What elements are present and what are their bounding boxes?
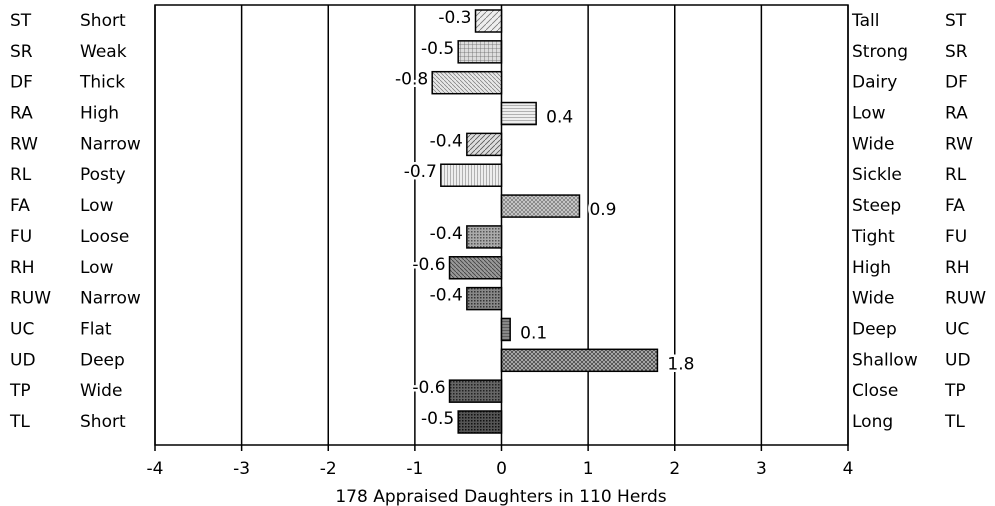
left-label: Thick: [79, 73, 125, 93]
value-label: -0.3: [438, 8, 471, 28]
category-code: ST: [10, 11, 32, 31]
category-code: RW: [945, 134, 973, 154]
x-tick-label: -2: [320, 459, 337, 479]
left-label: Short: [80, 412, 126, 432]
value-label: 0.9: [589, 200, 616, 220]
right-label: High: [852, 258, 891, 278]
left-label: Deep: [80, 350, 125, 370]
category-code: RA: [945, 104, 968, 124]
right-label: Tight: [851, 227, 895, 247]
category-code: ST: [945, 11, 967, 31]
bar: [500, 348, 659, 373]
right-label: Shallow: [852, 350, 918, 370]
left-label: Flat: [80, 319, 112, 339]
category-code: UD: [10, 350, 36, 370]
right-label: Strong: [852, 42, 908, 62]
category-code: RL: [945, 165, 967, 185]
bar: [466, 225, 503, 249]
bar: [500, 194, 581, 218]
right-label: Close: [852, 381, 898, 401]
value-label: -0.5: [421, 39, 454, 59]
x-tick-label: -1: [406, 459, 423, 479]
value-label: -0.5: [421, 409, 454, 429]
right-label: Long: [852, 412, 893, 432]
bar: [457, 40, 503, 64]
x-tick-label: 0: [496, 459, 507, 479]
category-code: DF: [945, 73, 968, 93]
value-label: -0.4: [430, 224, 463, 244]
x-tick-label: 3: [756, 459, 767, 479]
left-label: High: [80, 104, 119, 124]
category-code: RW: [10, 134, 38, 154]
left-label: Low: [80, 258, 114, 278]
left-label: Wide: [80, 381, 122, 401]
bar: [474, 9, 503, 33]
value-label: -0.6: [412, 378, 445, 398]
category-code: UD: [945, 350, 971, 370]
right-label: Low: [852, 104, 886, 124]
bar: [500, 317, 511, 342]
right-label: Tall: [851, 11, 879, 31]
right-label: Steep: [852, 196, 901, 216]
x-tick-label: 2: [669, 459, 680, 479]
category-code: RA: [10, 104, 33, 124]
left-label: Loose: [80, 227, 129, 247]
value-label: -0.6: [412, 255, 445, 275]
value-label: 0.4: [546, 108, 573, 128]
value-label: 0.1: [520, 323, 547, 343]
bar: [431, 70, 503, 95]
category-code: FU: [945, 227, 967, 247]
right-label: Wide: [852, 134, 894, 154]
right-label: Dairy: [852, 73, 897, 93]
bar: [457, 410, 503, 434]
value-label: 1.8: [667, 354, 694, 374]
category-code: RH: [10, 258, 35, 278]
category-code: RH: [945, 258, 970, 278]
category-code: FA: [945, 196, 965, 216]
left-label: Narrow: [80, 134, 141, 154]
category-code: TL: [9, 412, 30, 432]
left-label: Posty: [80, 165, 126, 185]
x-tick-label: 1: [583, 459, 594, 479]
x-axis-label: 178 Appraised Daughters in 110 Herds: [335, 487, 666, 506]
value-label: -0.8: [395, 70, 428, 90]
left-label: Narrow: [80, 289, 141, 309]
category-code: FA: [10, 196, 30, 216]
bar: [500, 101, 537, 126]
bar: [448, 256, 503, 280]
bar: [440, 163, 503, 187]
left-label: Short: [80, 11, 126, 31]
value-label: -0.4: [430, 286, 463, 306]
x-tick-label: -4: [147, 459, 164, 479]
category-code: DF: [10, 73, 33, 93]
category-code: TP: [9, 381, 31, 401]
category-code: SR: [10, 42, 33, 62]
bar: [466, 286, 503, 311]
right-label: Sickle: [852, 165, 902, 185]
category-code: RL: [10, 165, 32, 185]
left-label: Weak: [80, 42, 127, 62]
category-code: RUW: [10, 289, 51, 309]
category-code: UC: [10, 319, 34, 339]
x-tick-label: 4: [843, 459, 854, 479]
value-label: -0.7: [404, 162, 437, 182]
value-label: -0.4: [430, 131, 463, 151]
right-label: Wide: [852, 289, 894, 309]
category-code: FU: [10, 227, 32, 247]
category-code: RUW: [945, 289, 986, 309]
category-code: UC: [945, 319, 969, 339]
category-code: TP: [944, 381, 966, 401]
left-label: Low: [80, 196, 114, 216]
category-code: SR: [945, 42, 968, 62]
bar: [466, 132, 503, 157]
category-code: TL: [944, 412, 965, 432]
x-tick-label: -3: [233, 459, 250, 479]
right-label: Deep: [852, 319, 897, 339]
bar: [448, 379, 503, 403]
